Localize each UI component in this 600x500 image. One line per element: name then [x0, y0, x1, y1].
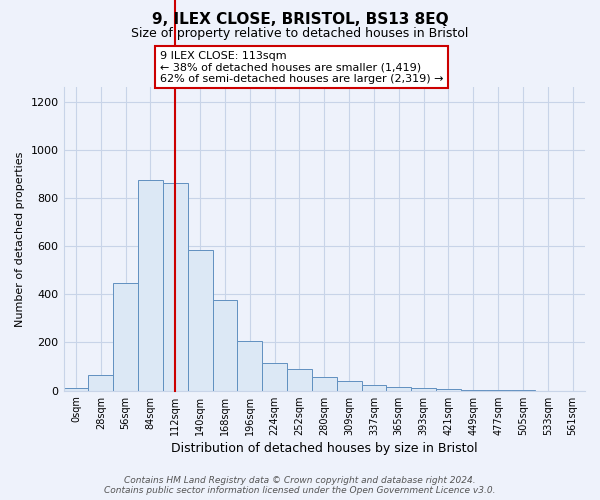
- Text: 9, ILEX CLOSE, BRISTOL, BS13 8EQ: 9, ILEX CLOSE, BRISTOL, BS13 8EQ: [152, 12, 448, 28]
- Bar: [262, 363, 287, 390]
- Text: Contains HM Land Registry data © Crown copyright and database right 2024.
Contai: Contains HM Land Registry data © Crown c…: [104, 476, 496, 495]
- Bar: [411, 388, 436, 390]
- Bar: [163, 184, 188, 390]
- Bar: [436, 389, 461, 390]
- Bar: [64, 388, 88, 390]
- Bar: [113, 284, 138, 391]
- Bar: [88, 375, 113, 390]
- Bar: [238, 342, 262, 390]
- Bar: [362, 386, 386, 390]
- Bar: [138, 180, 163, 390]
- Bar: [287, 369, 312, 390]
- Bar: [212, 300, 238, 390]
- Bar: [188, 250, 212, 390]
- Text: 9 ILEX CLOSE: 113sqm
← 38% of detached houses are smaller (1,419)
62% of semi-de: 9 ILEX CLOSE: 113sqm ← 38% of detached h…: [160, 51, 443, 84]
- Y-axis label: Number of detached properties: Number of detached properties: [15, 151, 25, 326]
- Text: Size of property relative to detached houses in Bristol: Size of property relative to detached ho…: [131, 28, 469, 40]
- Bar: [337, 380, 362, 390]
- X-axis label: Distribution of detached houses by size in Bristol: Distribution of detached houses by size …: [171, 442, 478, 455]
- Bar: [386, 386, 411, 390]
- Bar: [312, 377, 337, 390]
